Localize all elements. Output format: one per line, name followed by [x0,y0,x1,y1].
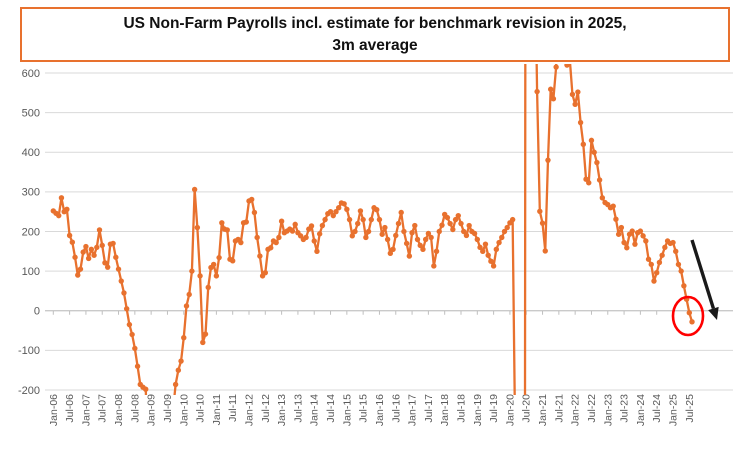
svg-text:Jul-08: Jul-08 [129,394,141,423]
svg-text:Jul-16: Jul-16 [390,394,402,423]
svg-text:Jul-06: Jul-06 [64,394,76,423]
svg-text:Jan-08: Jan-08 [113,394,125,426]
chart-title-line1: US Non-Farm Payrolls incl. estimate for … [123,14,627,32]
svg-text:Jul-14: Jul-14 [325,394,337,423]
svg-text:Jan-13: Jan-13 [276,394,288,426]
svg-text:Jan-16: Jan-16 [374,394,386,426]
svg-text:Jul-18: Jul-18 [456,394,468,423]
svg-text:Jan-25: Jan-25 [668,394,680,426]
svg-text:Jan-15: Jan-15 [341,394,353,426]
svg-text:Jan-14: Jan-14 [309,394,321,426]
svg-text:Jan-11: Jan-11 [211,394,223,425]
series-markers [50,64,695,392]
series-line [52,64,694,395]
svg-text:Jul-11: Jul-11 [227,394,239,422]
svg-text:100: 100 [22,266,40,278]
highlight-ellipse-annotation [671,295,705,337]
svg-text:300: 300 [22,187,40,199]
y-axis-labels: 600 500 400 300 200 100 0 -100 -200 [18,68,40,397]
svg-text:0: 0 [34,306,40,318]
svg-text:Jul-21: Jul-21 [553,394,565,423]
data-series-3m-average [50,64,695,395]
svg-text:Jan-18: Jan-18 [439,394,451,426]
svg-text:Jan-07: Jan-07 [80,394,92,426]
svg-text:Jan-21: Jan-21 [537,394,549,426]
svg-text:Jan-20: Jan-20 [504,394,516,426]
svg-text:Jan-12: Jan-12 [243,394,255,426]
svg-text:Jul-24: Jul-24 [651,394,663,423]
svg-text:Jul-25: Jul-25 [684,394,696,423]
svg-text:500: 500 [22,107,40,119]
svg-text:Jul-10: Jul-10 [195,394,207,423]
chart-title-line2: 3m average [332,36,418,54]
svg-text:Jul-07: Jul-07 [97,394,109,423]
svg-text:Jul-09: Jul-09 [162,394,174,423]
svg-text:Jul-17: Jul-17 [423,394,435,423]
x-axis-line [45,310,733,315]
svg-text:Jan-17: Jan-17 [407,394,419,426]
svg-text:Jul-23: Jul-23 [619,394,631,423]
svg-text:Jul-20: Jul-20 [521,394,533,423]
x-axis-labels: Jan-06 Jul-06 Jan-07 Jul-07 Jan-08 Jul-08 Jan-… [48,394,696,426]
trend-arrow-annotation [690,239,719,320]
svg-text:Jul-22: Jul-22 [586,394,598,423]
svg-text:Jul-19: Jul-19 [488,394,500,423]
svg-text:Jan-24: Jan-24 [635,394,647,426]
svg-text:400: 400 [22,147,40,159]
svg-text:600: 600 [22,68,40,80]
svg-text:Jan-10: Jan-10 [178,394,190,426]
svg-text:Jan-23: Jan-23 [602,394,614,426]
svg-text:Jul-15: Jul-15 [358,394,370,423]
svg-text:Jan-09: Jan-09 [146,394,158,426]
chart-title-box: US Non-Farm Payrolls incl. estimate for … [20,7,730,62]
svg-text:Jan-22: Jan-22 [570,394,582,426]
svg-text:-100: -100 [18,345,40,357]
svg-text:Jul-13: Jul-13 [292,394,304,423]
svg-text:Jan-06: Jan-06 [48,394,60,426]
svg-text:Jul-12: Jul-12 [260,394,272,423]
svg-text:200: 200 [22,226,40,238]
svg-text:-200: -200 [18,385,40,397]
svg-text:Jan-19: Jan-19 [472,394,484,426]
